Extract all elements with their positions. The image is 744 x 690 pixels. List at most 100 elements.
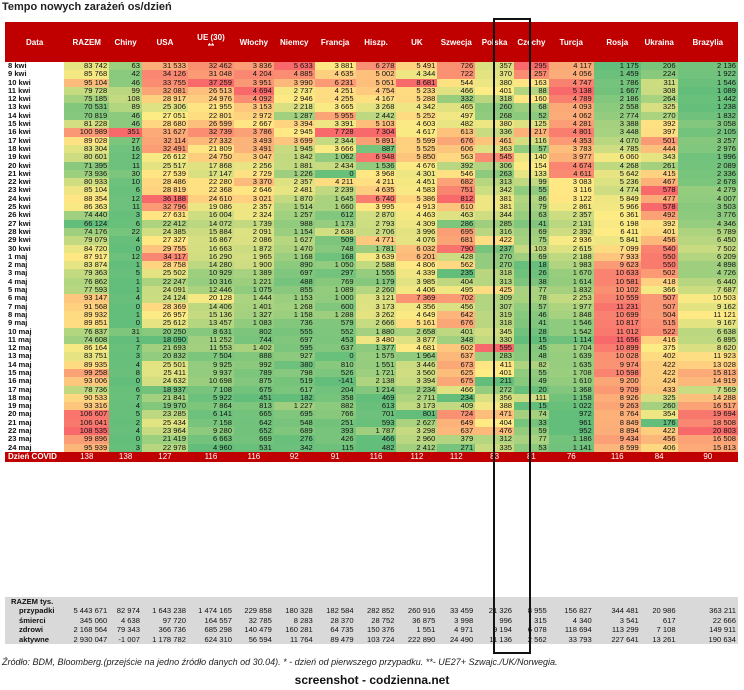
cell-value: 890	[273, 261, 315, 270]
totals-value: 1 178 782	[152, 634, 186, 644]
cell-value: 77	[514, 286, 549, 295]
cell-value: 531	[233, 443, 274, 452]
cell-value: 502	[640, 269, 678, 278]
cell-value: 9 925	[187, 360, 234, 369]
col-header: Francja	[314, 22, 356, 62]
cell-value: 4 694	[233, 86, 274, 96]
cell-value: 1 627	[273, 236, 315, 245]
totals-header-row: RAZEM tys.	[5, 597, 738, 606]
cell-value: 4 451	[396, 178, 438, 187]
cell-value: 393	[314, 427, 356, 436]
cell-value: 3 116	[548, 186, 594, 195]
cell-value: 5 955	[314, 111, 356, 121]
cell-value: 46	[109, 78, 142, 87]
cell-value: 1 551	[355, 360, 397, 369]
cell-value: 5 789	[677, 227, 738, 237]
cell-value: 642	[233, 418, 274, 428]
row-date: 7 maj	[5, 302, 65, 311]
cell-value: 10 633	[593, 269, 641, 278]
cell-value: 3 491	[233, 144, 274, 154]
table-row: 30 kwi 84 720 0 29 755 16 663 1 872 1 470 748 1 …	[5, 244, 738, 253]
cell-value: 154	[514, 161, 549, 170]
row-date: 18 kwi	[5, 144, 65, 154]
totals-row: zdrowi 2 168 564 79 343 366 736 685 298 140 4…	[5, 625, 738, 634]
cell-value: 4	[109, 427, 142, 436]
totals-value: 160 281	[285, 625, 313, 635]
cell-value: 1 221	[233, 277, 274, 287]
row-date: 15 kwi	[5, 120, 65, 129]
cell-value: 5 252	[396, 111, 438, 121]
cell-value: 675	[233, 385, 274, 394]
cell-value: 3 391	[314, 120, 356, 129]
cell-value: 676	[437, 136, 476, 145]
covid-day-label: Dzień COVID	[5, 451, 65, 462]
cell-value: 497	[437, 111, 476, 121]
cell-value: 36 188	[141, 194, 188, 204]
table-header: Data RAZEM Chiny USA UE (30) ** Włochy Niemcy F…	[5, 22, 738, 62]
cell-value: 2 711	[396, 393, 438, 403]
totals-value: 3 541	[619, 615, 639, 625]
table-row: 24 maj 95 939 3 22 978 4 960 531 342 115 482 2 41…	[5, 443, 738, 452]
cell-value: 2 324	[233, 211, 274, 220]
cell-value: 83 304	[64, 144, 110, 154]
cell-value: 22 368	[187, 186, 234, 195]
cell-value: 1 660	[314, 203, 356, 212]
cell-value: 32 491	[141, 144, 188, 154]
cell-value: 28	[514, 327, 549, 336]
cell-value: 3 836	[233, 62, 274, 71]
cell-value: 74 176	[64, 227, 110, 237]
cell-value: 625	[437, 368, 476, 378]
cell-value: 3 968	[355, 169, 397, 179]
row-date: 15 maj	[5, 368, 65, 378]
col-header: Turcja	[548, 22, 594, 62]
cell-value: 4 913	[396, 203, 438, 212]
cell-value: 343	[640, 153, 678, 162]
totals-value: 180 328	[285, 606, 313, 616]
totals-value: 2 168 564	[73, 625, 108, 635]
table-row: 5 maj 77 593 1 24 091 12 446 1 075 855 1 089 2 2…	[5, 286, 738, 295]
cell-value: 286	[437, 219, 476, 228]
cell-value: 3 047	[233, 153, 274, 162]
totals-value: 11 764	[290, 634, 313, 644]
table-row: 19 kwi 80 601 12 26 612 24 750 3 047 1 842 1 06…	[5, 153, 738, 162]
cell-value: 7 504	[187, 352, 234, 361]
cell-value: 1 575	[355, 352, 397, 361]
cell-value: 3	[109, 443, 142, 452]
cell-value: 422	[640, 368, 678, 378]
cell-value: 358	[314, 393, 356, 403]
cell-value: 6 198	[593, 219, 641, 228]
cell-value: 5 633	[273, 62, 315, 71]
totals-label: zdrowi	[19, 625, 44, 635]
cell-value: 1 401	[233, 302, 274, 311]
cell-value: 15	[514, 402, 549, 411]
cell-value: 682	[437, 178, 476, 187]
totals-value: 363 211	[709, 606, 736, 616]
cell-value: 3 990	[273, 78, 315, 87]
cell-value: 0	[109, 319, 142, 328]
cell-value: 988	[273, 219, 315, 228]
cell-value: 593	[355, 418, 397, 428]
cell-value: 4 342	[396, 103, 438, 112]
cell-value: 6 895	[677, 335, 738, 345]
cell-value: 41	[514, 219, 549, 228]
row-date: 19 maj	[5, 402, 65, 411]
cell-value: 4 007	[677, 194, 738, 204]
cell-value: 8 599	[593, 443, 641, 452]
cell-value: 0	[109, 244, 142, 253]
cell-value: 46	[109, 111, 142, 121]
cell-value: 606	[437, 144, 476, 154]
totals-value: 617	[662, 615, 676, 625]
cell-value: 20 250	[141, 327, 188, 336]
cell-value: 73 936	[64, 169, 110, 179]
table-row: 27 kwi 66 124 6 22 412 14 072 1 739 988 1 173 2 …	[5, 219, 738, 228]
cell-value: 1 880	[355, 327, 397, 336]
cell-value: 6	[109, 219, 142, 228]
cell-value: 18 090	[141, 335, 188, 345]
cell-value: 2 357	[273, 178, 315, 187]
cases-table: Data RAZEM Chiny USA UE (30) ** Włochy Niemcy F…	[5, 22, 738, 462]
cell-value: 85 768	[64, 70, 110, 79]
totals-value: 8 283	[293, 615, 313, 625]
cell-value: -141	[314, 377, 356, 386]
cell-value: 251	[314, 418, 356, 428]
table-row: 6 maj 93 147 4 24 124 20 128 1 444 1 153 1 000 3…	[5, 294, 738, 303]
